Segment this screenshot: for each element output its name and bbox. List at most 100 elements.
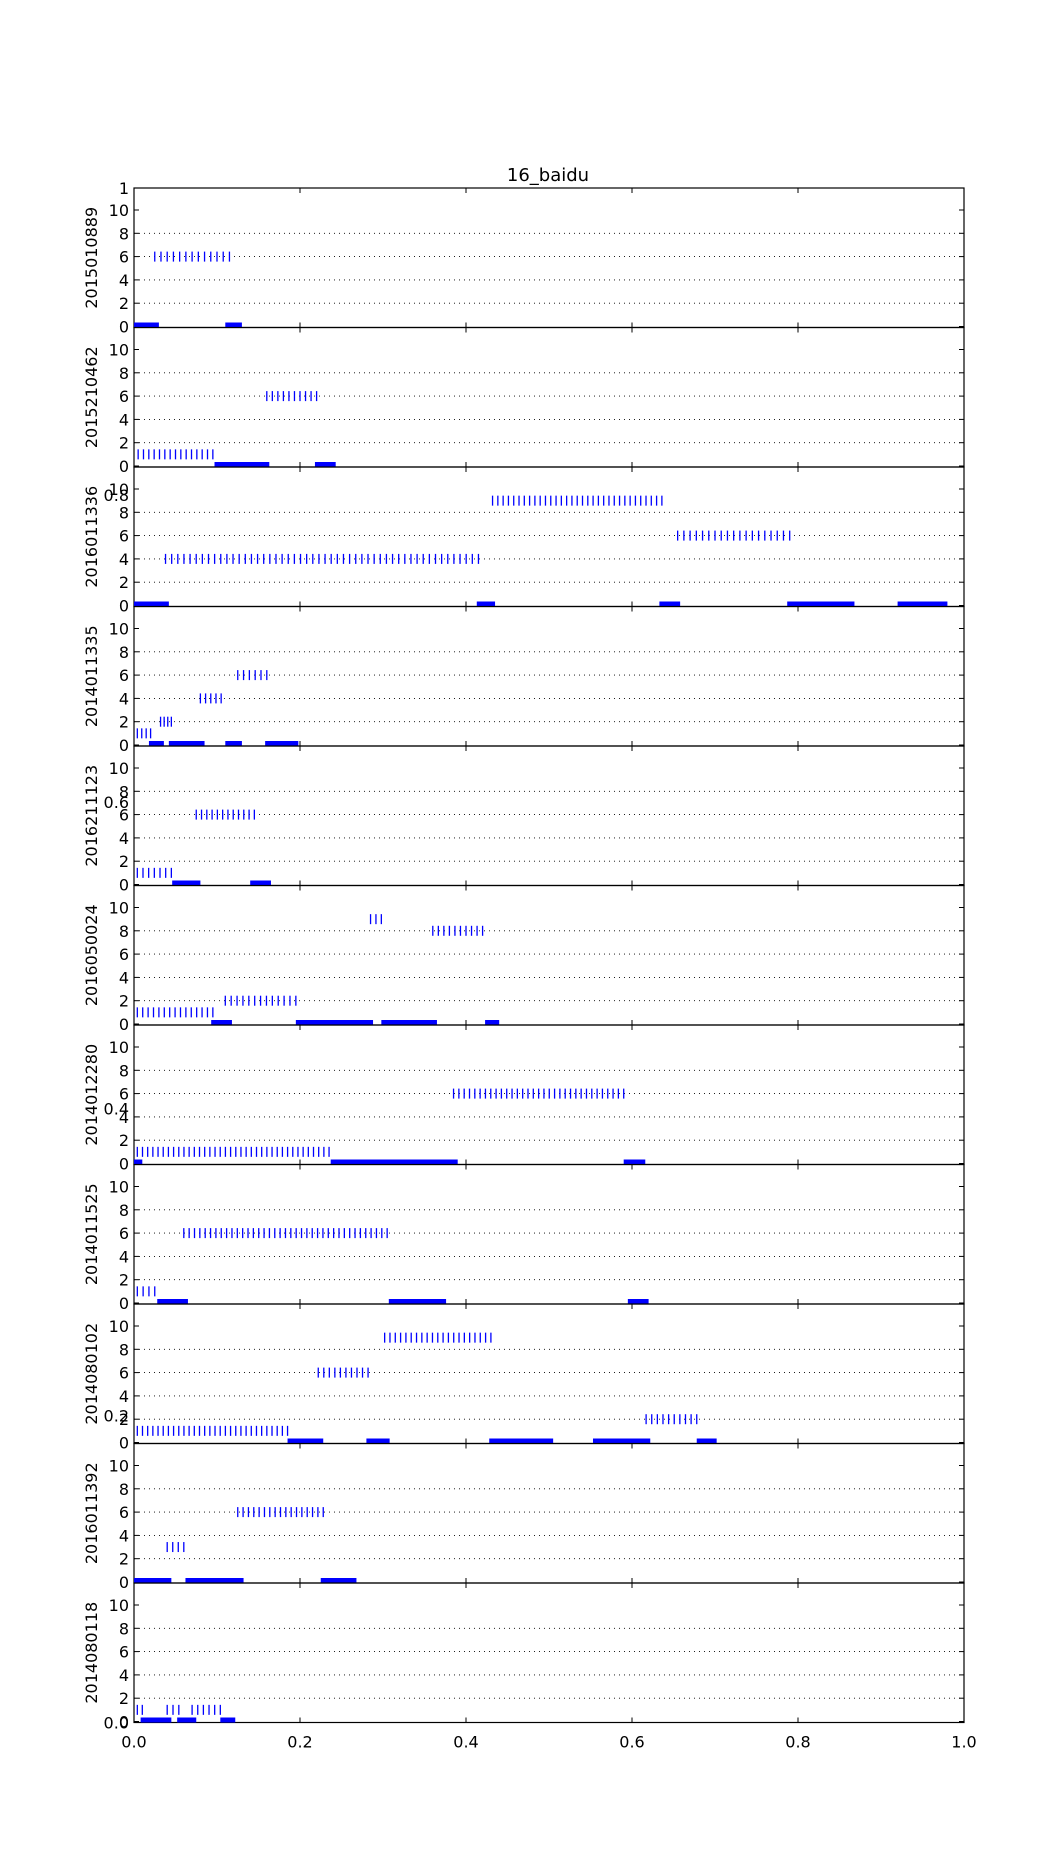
stray-tick-label: 0.4 xyxy=(104,1100,129,1119)
duration-segment xyxy=(211,1020,232,1025)
y-tick-label: 2 xyxy=(119,992,129,1011)
panel-frame xyxy=(133,1582,965,1724)
duration-segment xyxy=(134,1159,143,1165)
duration-segment xyxy=(489,1438,554,1444)
y-tick-label: 0 xyxy=(119,1713,129,1732)
panel-2014011335: 0 2 4 6 8 10 2014011335 xyxy=(82,605,965,755)
y-tick-label: 4 xyxy=(119,1666,129,1685)
y-tick-label: 6 xyxy=(119,945,129,964)
duration-segment xyxy=(134,322,159,328)
y-tick-label: 4 xyxy=(119,1526,129,1545)
panel-2014011525: 0 2 4 6 8 10 2014011525 xyxy=(82,1163,965,1313)
y-tick-label: 10 xyxy=(109,1596,129,1615)
panel-frame xyxy=(133,466,965,608)
duration-segment xyxy=(172,880,201,886)
y-tick-label: 4 xyxy=(119,689,129,708)
x-axis: 0.0 0.2 0.4 0.6 0.8 1.0 xyxy=(121,1733,976,1752)
panel-frame xyxy=(133,1303,965,1445)
chart-title: 16_baidu xyxy=(507,165,589,186)
y-tick-label: 0 xyxy=(119,1573,129,1592)
y-tick-label: 8 xyxy=(119,364,129,383)
panel-frame xyxy=(133,745,965,887)
y-tick-label: 2 xyxy=(119,1410,129,1429)
duration-segment xyxy=(134,601,169,607)
y-tick-label: 6 xyxy=(119,1224,129,1243)
panel-2014080118: 0 2 4 6 8 10 2014080118 xyxy=(82,1582,965,1732)
y-tick-label: 8 xyxy=(119,1061,129,1080)
y-tick-label: 8 xyxy=(119,782,129,801)
duration-segment xyxy=(220,1717,236,1723)
duration-segment xyxy=(177,1717,197,1723)
y-tick-label: 6 xyxy=(119,806,129,825)
y-tick-label: 10 xyxy=(109,759,129,778)
y-tick-label: 6 xyxy=(119,1503,129,1522)
y-tick-label: 2 xyxy=(119,573,129,592)
x-tick-label: 0.8 xyxy=(785,1733,810,1752)
duration-segment xyxy=(314,462,336,467)
panel-label: 2015210462 xyxy=(82,346,101,448)
y-tick-label: 0 xyxy=(119,457,129,476)
duration-segment xyxy=(592,1438,651,1444)
y-tick-label: 6 xyxy=(119,527,129,546)
panel-label: 2016211123 xyxy=(82,765,101,867)
panel-label: 2014012280 xyxy=(82,1044,101,1146)
y-tick-label: 0 xyxy=(119,597,129,616)
x-tick-label: 0.0 xyxy=(121,1733,146,1752)
duration-segment xyxy=(366,1438,390,1444)
y-tick-label: 6 xyxy=(119,666,129,685)
duration-segment xyxy=(148,741,164,746)
duration-segment xyxy=(623,1159,646,1165)
y-tick-label: 2 xyxy=(119,434,129,453)
y-tick-label: 6 xyxy=(119,1085,129,1104)
y-tick-label: 0 xyxy=(119,1294,129,1313)
y-tick-label: 10 xyxy=(109,341,129,360)
x-tick-label: 0.6 xyxy=(619,1733,644,1752)
y-tick-label: 10 xyxy=(109,1457,129,1476)
duration-segment xyxy=(287,1438,324,1444)
y-tick-label: 0 xyxy=(119,1434,129,1453)
y-tick-label: 4 xyxy=(119,271,129,290)
panel-label: 2014080118 xyxy=(82,1602,101,1704)
y-tick-label: 4 xyxy=(119,829,129,848)
y-tick-label: 2 xyxy=(119,1131,129,1150)
duration-segment xyxy=(265,741,299,746)
x-tick-label: 0.2 xyxy=(287,1733,312,1752)
duration-segment xyxy=(388,1299,447,1304)
y-tick-label: 4 xyxy=(119,1387,129,1406)
panel-label: 2014011335 xyxy=(82,625,101,727)
duration-segment xyxy=(659,601,681,607)
duration-segment xyxy=(627,1299,649,1304)
y-tick-label: 6 xyxy=(119,1643,129,1662)
duration-segment xyxy=(485,1020,500,1025)
y-tick-label: 4 xyxy=(119,1247,129,1266)
y-tick-label: 10 xyxy=(109,1178,129,1197)
duration-segment xyxy=(295,1020,374,1025)
y-tick-label: 4 xyxy=(119,550,129,569)
duration-segment xyxy=(185,1578,244,1583)
stray-tick-label: 0.8 xyxy=(104,486,129,505)
y-tick-label: 2 xyxy=(119,1689,129,1708)
panel-stack: 0 2 4 6 8 10 2015010889 0 2 4 6 8 10 2015210462 0 2 4 6 8 1… xyxy=(82,179,977,1752)
y-tick-label: 8 xyxy=(119,503,129,522)
y-tick-label: 6 xyxy=(119,387,129,406)
y-tick-label: 6 xyxy=(119,248,129,267)
y-tick-label: 10 xyxy=(109,1038,129,1057)
duration-segment xyxy=(787,601,855,607)
duration-segment xyxy=(225,322,242,328)
duration-segment xyxy=(696,1438,717,1444)
panel-2015210462: 0 2 4 6 8 10 2015210462 xyxy=(82,326,965,476)
duration-segment xyxy=(330,1159,458,1165)
panel-2016011336: 0 2 4 6 8 10 2016011336 xyxy=(82,466,965,616)
duration-segment xyxy=(225,741,242,746)
stray-tick-label: 0.6 xyxy=(104,793,129,812)
panel-label: 2015010889 xyxy=(82,207,101,309)
y-tick-label: 0 xyxy=(119,1015,129,1034)
background-axis: 1 0.8 0.6 0.4 0.2 0.0 xyxy=(104,179,129,1733)
panel-2016011392: 0 2 4 6 8 10 2016011392 xyxy=(82,1442,965,1592)
y-tick-label: 2 xyxy=(119,1550,129,1569)
y-tick-label: 2 xyxy=(119,294,129,313)
y-tick-label: 8 xyxy=(119,224,129,243)
y-tick-label: 0 xyxy=(119,318,129,337)
y-tick-label: 4 xyxy=(119,410,129,429)
